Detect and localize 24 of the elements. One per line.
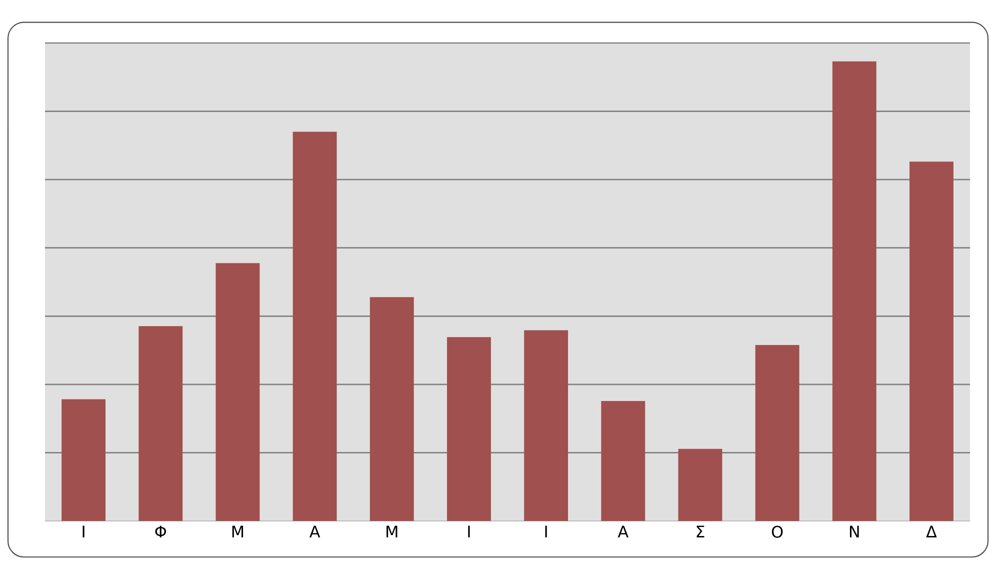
bar <box>678 448 722 521</box>
bar <box>62 399 106 521</box>
bar <box>446 337 491 521</box>
bar <box>524 330 568 521</box>
x-tick-label: Ο <box>772 526 783 538</box>
bar <box>216 263 260 521</box>
x-tick-label: Μ <box>386 526 398 538</box>
bar <box>138 326 183 521</box>
x-tick-label: Φ <box>155 526 166 538</box>
x-tick-label: Ι <box>82 526 84 538</box>
x-tick-label: Ι <box>545 526 547 538</box>
x-tick-label: Σ <box>696 526 704 538</box>
x-tick-label: Μ <box>232 526 244 538</box>
bar <box>370 297 414 521</box>
x-tick-label: Ν <box>850 526 859 538</box>
bar <box>755 344 800 521</box>
x-tick-label: Α <box>618 526 628 538</box>
bar <box>601 401 646 521</box>
bar <box>910 162 954 521</box>
bar <box>292 132 337 521</box>
x-tick-label: Δ <box>926 526 937 538</box>
bar <box>832 61 876 521</box>
x-tick-label: Ι <box>468 526 470 538</box>
x-tick-label: Α <box>309 526 320 538</box>
